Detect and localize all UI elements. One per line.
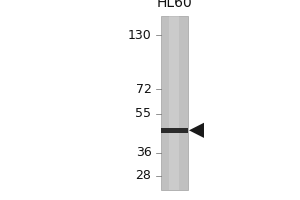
Text: 55: 55 (136, 107, 152, 120)
Text: 72: 72 (136, 83, 152, 96)
Text: 28: 28 (136, 169, 152, 182)
Bar (169, 16, 179, 190)
Polygon shape (189, 123, 204, 138)
Text: HL60: HL60 (156, 0, 192, 10)
Bar (160, 128, 188, 133)
Bar (160, 16, 188, 190)
Text: 36: 36 (136, 146, 152, 159)
Text: 130: 130 (128, 29, 152, 42)
